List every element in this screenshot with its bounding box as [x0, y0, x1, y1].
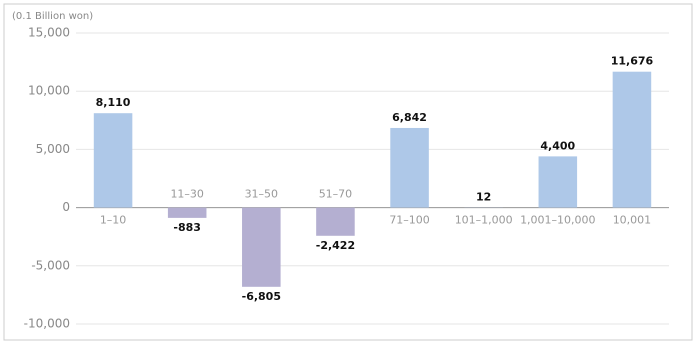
x-tick-label: 1,001–10,000 — [520, 214, 595, 227]
value-label: -883 — [173, 221, 201, 234]
y-tick-label: 5,000 — [36, 142, 70, 156]
value-label: -6,805 — [242, 290, 281, 303]
value-label: 11,676 — [611, 55, 654, 68]
x-tick-label: 1–10 — [100, 214, 127, 227]
bar — [316, 207, 355, 236]
bar — [390, 127, 429, 208]
axis-unit: (0.1 Billion won) — [12, 11, 93, 22]
x-tick-label: 10,001 — [613, 214, 652, 227]
x-tick-label: 11–30 — [170, 188, 204, 201]
value-label: 12 — [476, 190, 491, 203]
y-tick-label: 15,000 — [28, 26, 70, 40]
bar — [93, 113, 133, 208]
value-label: -2,422 — [316, 239, 355, 252]
bar — [538, 156, 578, 208]
value-label: 6,842 — [392, 111, 427, 124]
bar — [167, 207, 207, 218]
bar — [242, 207, 281, 287]
frame — [3, 3, 693, 341]
y-tick-label: -5,000 — [31, 258, 70, 272]
x-tick-label: 51–70 — [319, 188, 353, 201]
value-label: 8,110 — [96, 96, 131, 109]
y-tick-label: 0 — [62, 200, 70, 214]
x-tick-label: 31–50 — [245, 188, 279, 201]
bar — [612, 71, 652, 208]
x-tick-label: 71–100 — [389, 214, 430, 227]
value-label: 4,400 — [540, 139, 575, 152]
y-tick-label: 10,000 — [28, 84, 70, 98]
y-tick-label: -10,000 — [24, 317, 70, 331]
x-tick-label: 101–1,000 — [455, 214, 513, 227]
